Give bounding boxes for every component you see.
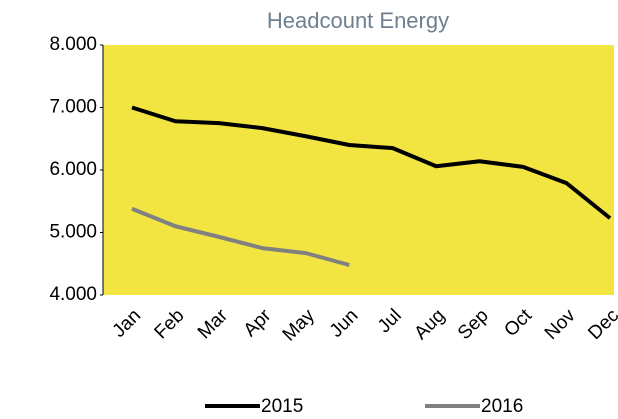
y-tick-label: 5.000 [49,222,97,243]
x-tick-label: Aug [411,305,450,344]
y-tick-label: 7.000 [49,97,97,118]
x-tick-label: May [279,305,320,346]
y-tick-label: 4.000 [49,284,97,305]
x-tick-label: Jan [109,305,146,342]
y-tick-label: 8.000 [49,34,97,55]
legend-label: 2015 [261,396,303,417]
x-tick-label: Oct [500,305,536,341]
x-tick-label: Sep [454,305,493,344]
x-tick-label: Apr [240,305,276,341]
plot-area [103,45,614,295]
x-tick-label: Feb [151,305,189,343]
y-tick-label: 6.000 [49,159,97,180]
series-line [131,105,612,220]
x-tick-label: Mar [194,305,232,343]
x-tick-label: Jun [326,305,363,342]
legend-label: 2016 [481,396,523,417]
x-tick-label: Jul [374,305,406,337]
x-tick-label: Nov [541,305,580,344]
chart-title: Headcount Energy [267,8,449,33]
x-tick-label: Dec [584,305,618,344]
series-line [131,206,350,267]
